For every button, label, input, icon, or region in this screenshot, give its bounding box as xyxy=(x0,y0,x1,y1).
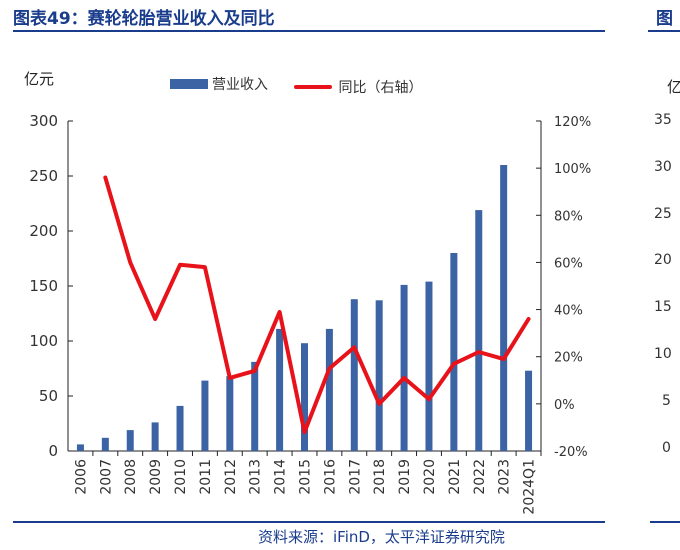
x-tick-label: 2008 xyxy=(123,459,139,495)
y-tick-label-right: 80% xyxy=(554,209,583,224)
y-tick-label-left: 300 xyxy=(29,112,58,130)
next-chart-tick-label: 0 xyxy=(662,439,671,456)
next-chart-tick-label: 5 xyxy=(662,392,671,409)
x-tick-label: 2009 xyxy=(148,459,164,495)
next-chart-source-divider xyxy=(650,521,680,523)
y-tick-label-left: 50 xyxy=(39,387,58,405)
y-tick-label-left: 250 xyxy=(29,167,58,185)
revenue-bar xyxy=(276,328,284,451)
revenue-bar xyxy=(201,380,209,451)
y-tick-label-right: 100% xyxy=(554,162,591,177)
revenue-bar xyxy=(126,430,134,451)
y-tick-label-right: -20% xyxy=(554,445,588,460)
next-chart-tick-label: 10 xyxy=(654,346,672,362)
revenue-bar xyxy=(176,405,184,451)
next-chart-unit-label: 亿 xyxy=(667,78,680,96)
revenue-bar xyxy=(226,376,234,451)
revenue-bar xyxy=(450,253,458,451)
source-divider xyxy=(13,521,605,523)
revenue-bar xyxy=(350,299,358,451)
legend-label-revenue: 营业收入 xyxy=(212,77,268,93)
legend: 营业收入 同比（右轴） xyxy=(170,74,444,97)
x-tick-label: 2011 xyxy=(198,459,214,495)
x-tick-label: 2012 xyxy=(223,459,239,495)
y-tick-label-left: 0 xyxy=(48,442,58,460)
y-tick-label-right: 0% xyxy=(554,398,575,413)
source-note: 资料来源：iFinD，太平洋证券研究院 xyxy=(258,528,505,546)
revenue-bar xyxy=(301,343,308,451)
revenue-bar xyxy=(375,300,383,451)
y-axis-unit-label: 亿元 xyxy=(24,70,55,88)
legend-bar-swatch xyxy=(170,79,208,89)
x-tick-label: 2007 xyxy=(98,459,114,495)
revenue-bar xyxy=(76,444,84,451)
y-tick-label-left: 200 xyxy=(29,222,58,240)
y-tick-label-left: 100 xyxy=(29,332,58,350)
x-tick-label: 2019 xyxy=(397,459,413,495)
next-chart-tick-label: 30 xyxy=(654,158,672,175)
revenue-bar xyxy=(400,284,408,451)
next-chart-tick-label: 20 xyxy=(654,252,672,269)
x-tick-label: 2015 xyxy=(298,459,314,495)
x-tick-label: 2024Q1 xyxy=(522,459,538,515)
revenue-bar xyxy=(325,328,333,451)
revenue-bar xyxy=(251,361,259,451)
chart-title: 图表49：赛轮轮胎营业收入及同比 xyxy=(13,9,275,29)
next-chart-title-fragment: 图 xyxy=(656,9,673,29)
revenue-bar xyxy=(425,281,433,451)
legend-item-revenue: 营业收入 xyxy=(170,74,268,94)
revenue-bar xyxy=(475,210,483,451)
x-tick-label: 2006 xyxy=(73,459,89,495)
x-tick-label: 2020 xyxy=(422,459,438,495)
x-tick-label: 2016 xyxy=(322,459,338,495)
y-tick-label-left: 150 xyxy=(29,277,58,295)
title-divider xyxy=(13,30,605,32)
x-tick-label: 2018 xyxy=(372,459,388,495)
next-chart-tick-label: 25 xyxy=(654,205,672,222)
x-tick-label: 2010 xyxy=(173,459,189,495)
revenue-bar xyxy=(151,422,159,451)
legend-line-swatch xyxy=(294,85,333,89)
yoy-line xyxy=(103,175,531,435)
x-tick-label: 2022 xyxy=(472,459,488,495)
x-tick-label: 2014 xyxy=(273,459,289,495)
y-tick-label-right: 60% xyxy=(554,256,583,271)
next-chart-tick-label: 15 xyxy=(654,299,672,316)
y-tick-label-right: 120% xyxy=(554,115,591,130)
revenue-bar xyxy=(101,437,109,451)
revenue-bar xyxy=(500,165,508,451)
next-chart-tick-label: 35 xyxy=(654,112,672,128)
legend-item-yoy: 同比（右轴） xyxy=(294,77,422,97)
y-tick-label-right: 40% xyxy=(554,304,583,319)
y-tick-label-right: 20% xyxy=(554,351,583,366)
next-chart-divider xyxy=(648,30,680,32)
x-tick-label: 2023 xyxy=(497,459,513,495)
x-tick-label: 2013 xyxy=(248,459,264,495)
x-tick-label: 2021 xyxy=(447,459,463,495)
revenue-bar xyxy=(525,370,533,451)
x-tick-label: 2017 xyxy=(347,459,363,495)
legend-label-yoy: 同比（右轴） xyxy=(338,80,423,96)
